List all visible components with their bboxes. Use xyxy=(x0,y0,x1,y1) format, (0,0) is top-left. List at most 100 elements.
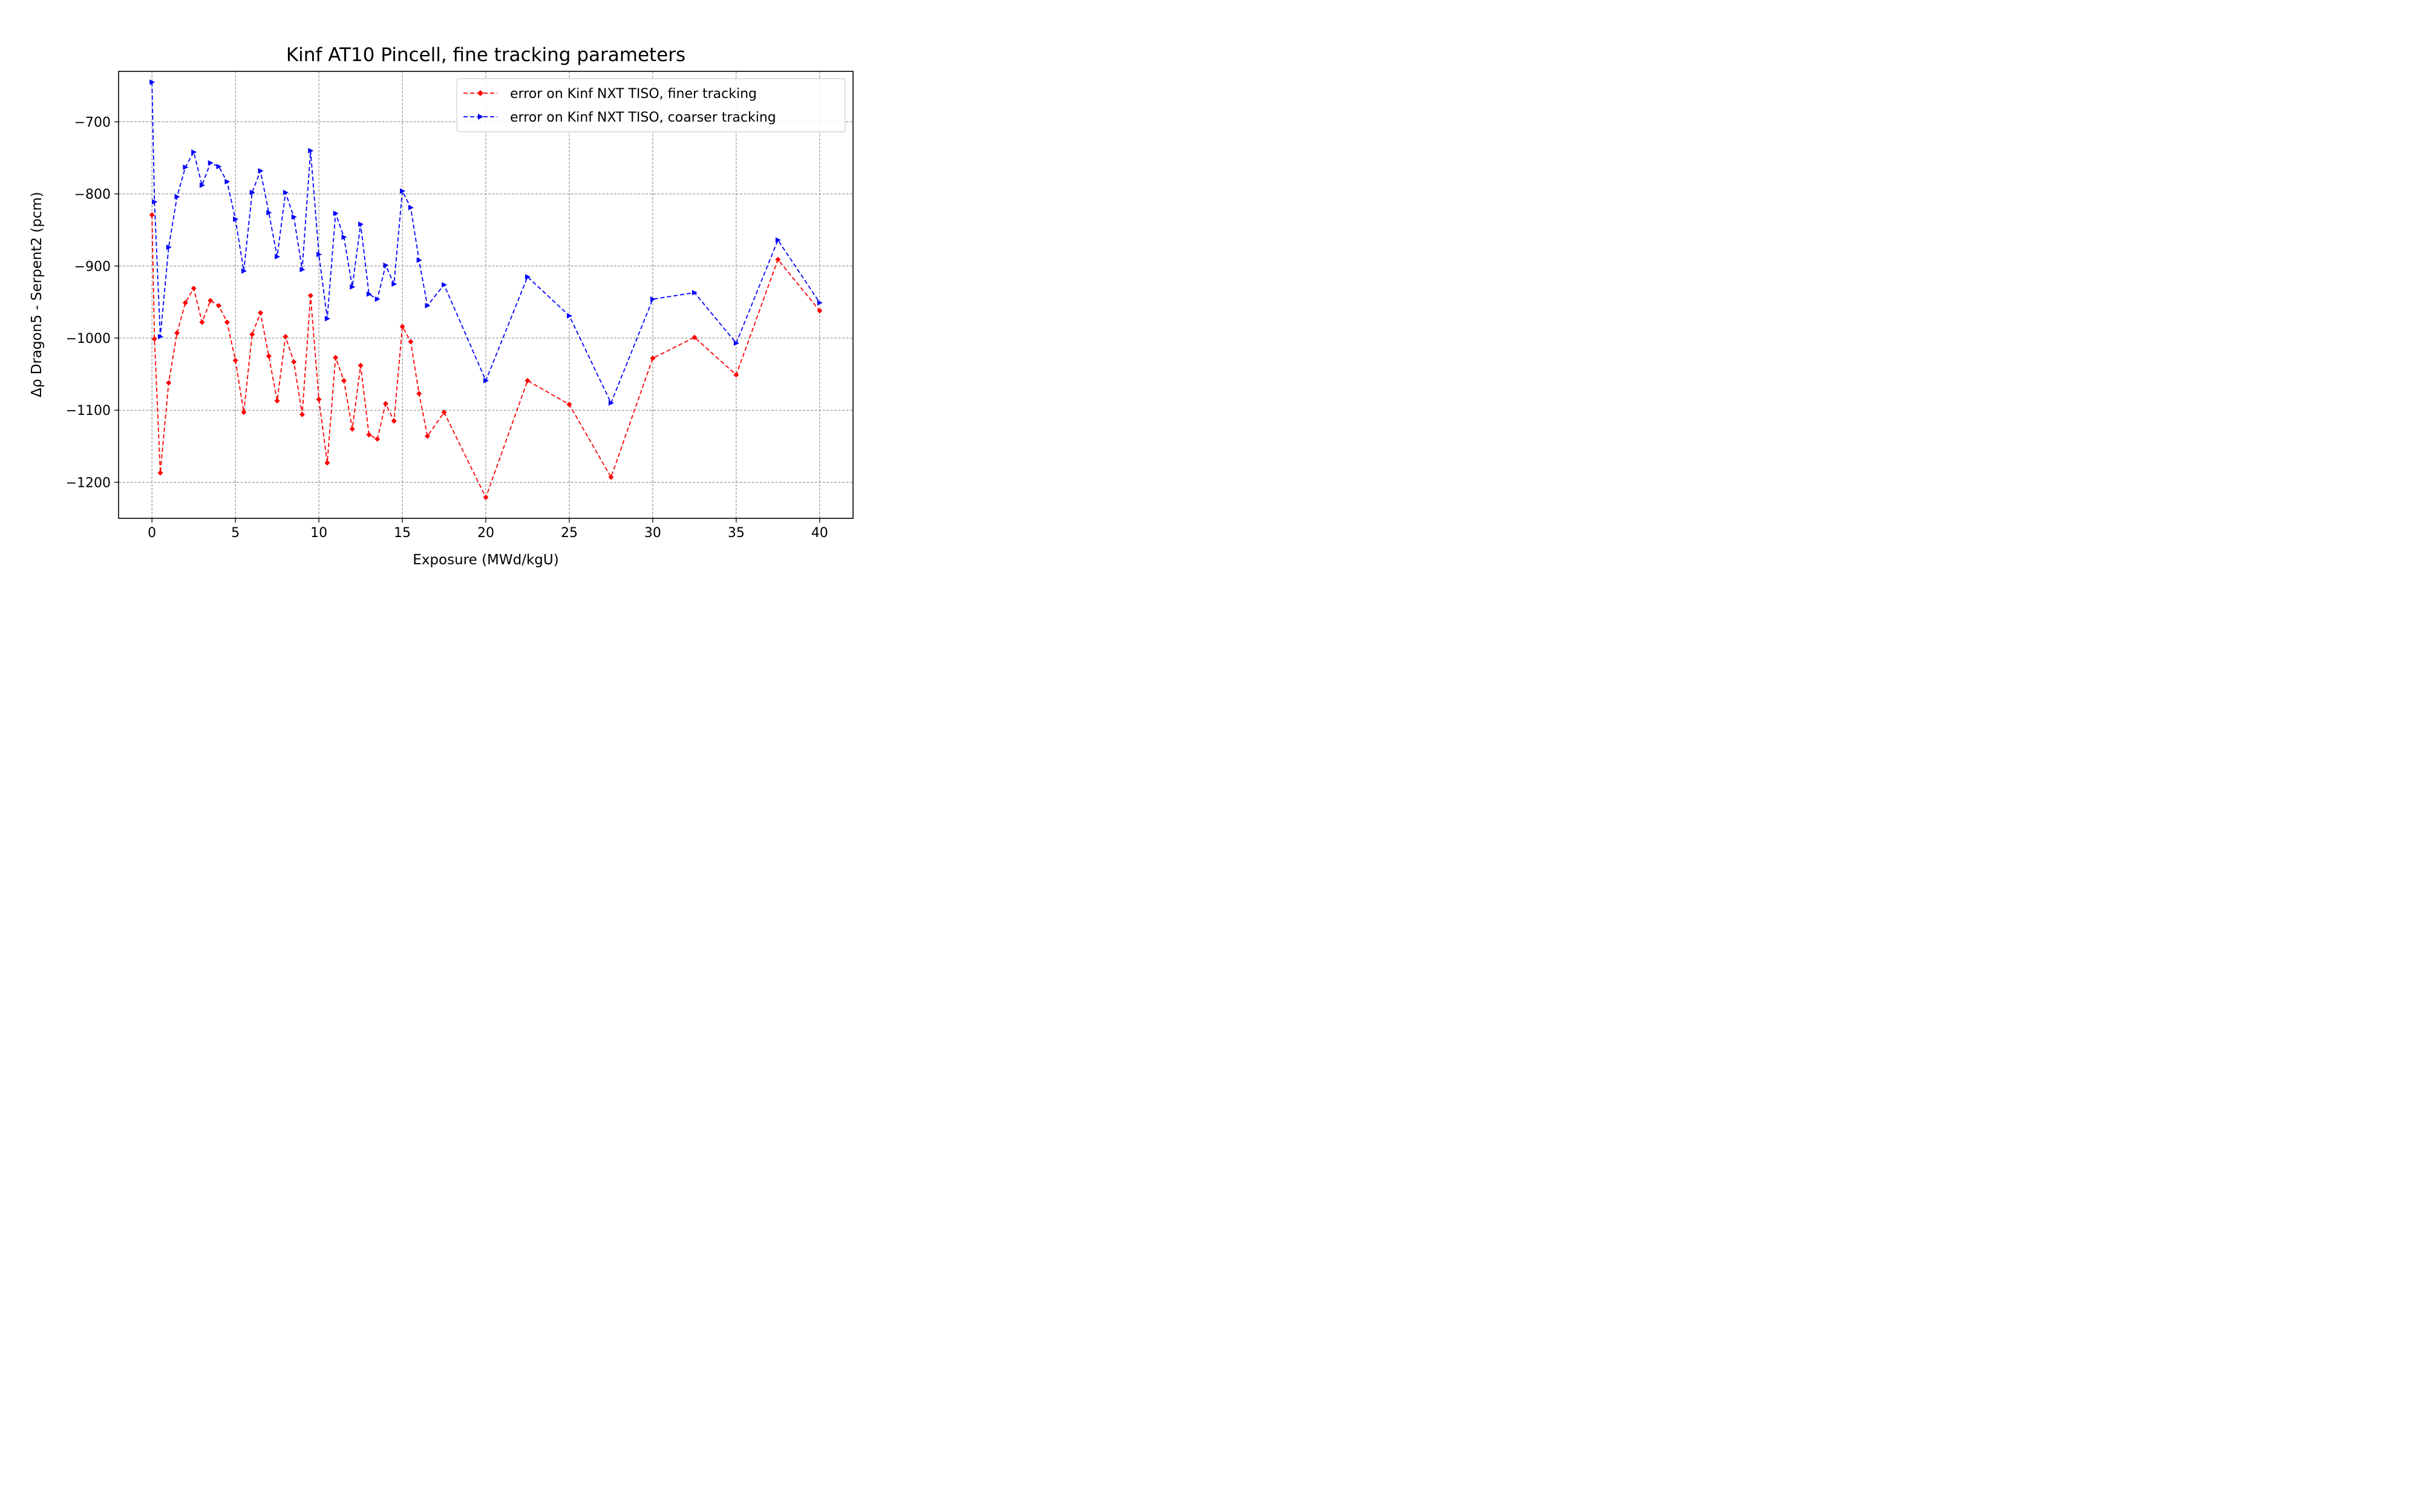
data-point xyxy=(366,291,372,297)
x-tick-label: 5 xyxy=(231,526,240,541)
y-axis-label: Δρ Dragon5 - Serpent2 (pcm) xyxy=(29,192,45,397)
data-point xyxy=(383,262,389,269)
data-point xyxy=(358,221,364,227)
data-point xyxy=(425,302,431,308)
data-point xyxy=(416,391,422,397)
data-point xyxy=(299,267,306,273)
data-point xyxy=(316,252,322,258)
triangle-right-marker-icon xyxy=(478,114,483,120)
plot-series xyxy=(149,79,823,500)
y-axis-ticks: −1200 −1100 −1000 −900 −800 −700 xyxy=(66,115,119,490)
y-tick-label: −1000 xyxy=(66,331,111,347)
data-point xyxy=(157,470,163,476)
data-point xyxy=(241,409,247,415)
data-point xyxy=(374,296,381,302)
data-point xyxy=(233,216,239,222)
data-point xyxy=(333,354,339,360)
data-point xyxy=(692,290,698,296)
x-tick-label: 0 xyxy=(148,526,156,541)
data-point xyxy=(308,148,314,154)
legend: error on Kinf NXT TISO, finer tracking e… xyxy=(456,78,846,132)
data-point xyxy=(608,400,614,406)
data-point xyxy=(525,274,531,280)
data-point xyxy=(291,214,297,220)
data-point xyxy=(241,268,247,274)
data-point xyxy=(817,308,823,314)
data-point xyxy=(191,149,197,155)
data-point xyxy=(424,433,430,439)
data-point xyxy=(266,210,272,216)
series-finer xyxy=(149,212,823,500)
y-tick-label: −1200 xyxy=(66,475,111,490)
legend-entry-finer: error on Kinf NXT TISO, finer tracking xyxy=(463,86,757,102)
data-point xyxy=(416,257,422,263)
x-axis-label: Exposure (MWd/kgU) xyxy=(413,552,558,568)
x-tick-label: 30 xyxy=(644,526,661,541)
data-point xyxy=(349,426,355,432)
data-point xyxy=(166,380,172,386)
data-point xyxy=(166,244,172,250)
x-tick-label: 35 xyxy=(728,526,745,541)
data-point xyxy=(733,372,739,378)
y-tick-label: −900 xyxy=(74,259,111,275)
data-point xyxy=(291,359,297,365)
y-tick-label: −800 xyxy=(74,187,111,203)
data-point xyxy=(151,336,157,342)
data-point xyxy=(775,237,781,243)
y-tick-label: −700 xyxy=(74,115,111,130)
x-tick-label: 20 xyxy=(477,526,494,541)
data-point xyxy=(275,253,281,259)
x-tick-label: 15 xyxy=(394,526,411,541)
data-point xyxy=(157,334,163,340)
data-point xyxy=(258,168,264,174)
x-axis-ticks: 0 5 10 15 20 25 30 35 40 xyxy=(148,518,828,541)
data-point xyxy=(174,194,180,200)
data-point xyxy=(399,324,405,330)
data-point xyxy=(199,319,205,325)
chart-title: Kinf AT10 Pincell, fine tracking paramet… xyxy=(286,44,685,66)
data-point xyxy=(817,300,823,306)
data-point xyxy=(408,339,414,345)
legend-label-coarser: error on Kinf NXT TISO, coarser tracking xyxy=(510,110,776,125)
data-point xyxy=(283,189,289,195)
data-point xyxy=(650,355,656,361)
data-point xyxy=(408,204,414,210)
data-point xyxy=(183,165,189,171)
data-point xyxy=(341,377,347,383)
data-point xyxy=(149,79,155,85)
data-point xyxy=(191,285,197,292)
data-point xyxy=(324,460,330,466)
data-point xyxy=(249,331,255,337)
data-point xyxy=(258,310,264,316)
data-point xyxy=(182,300,188,306)
y-tick-label: −1100 xyxy=(66,403,111,419)
x-tick-label: 10 xyxy=(310,526,327,541)
data-point xyxy=(400,188,406,194)
data-point xyxy=(483,494,489,500)
data-point xyxy=(566,402,572,408)
data-point xyxy=(199,182,205,188)
data-point xyxy=(391,281,397,287)
data-point xyxy=(775,256,781,262)
data-point xyxy=(358,362,364,368)
data-point xyxy=(208,160,214,166)
data-point xyxy=(266,353,272,359)
data-point xyxy=(692,334,698,341)
data-point xyxy=(208,298,214,304)
data-point xyxy=(566,313,572,319)
data-point xyxy=(216,163,222,169)
data-point xyxy=(441,409,447,415)
legend-box xyxy=(456,78,846,132)
series-coarser xyxy=(149,79,823,406)
data-point xyxy=(307,293,313,299)
data-point xyxy=(274,398,280,404)
data-point xyxy=(283,334,289,340)
data-point xyxy=(366,432,372,438)
diamond-marker-icon xyxy=(477,90,483,96)
legend-entry-coarser: error on Kinf NXT TISO, coarser tracking xyxy=(463,110,776,125)
data-point xyxy=(341,234,347,240)
data-point xyxy=(374,436,381,442)
data-point xyxy=(525,377,531,383)
data-point xyxy=(224,319,230,325)
data-point xyxy=(149,212,155,218)
